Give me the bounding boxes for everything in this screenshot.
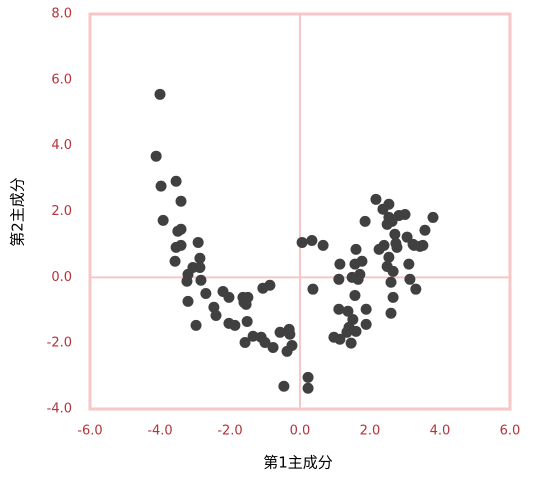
point bbox=[347, 313, 359, 325]
point bbox=[208, 301, 220, 313]
point bbox=[342, 305, 354, 317]
point bbox=[410, 283, 422, 295]
point bbox=[150, 150, 162, 162]
point bbox=[267, 341, 279, 353]
x-tick-label: -2.0 bbox=[217, 424, 242, 439]
point bbox=[259, 337, 271, 349]
point bbox=[192, 236, 204, 248]
point bbox=[359, 215, 371, 227]
point bbox=[194, 252, 206, 264]
point bbox=[210, 310, 222, 322]
y-tick-label: -4.0 bbox=[47, 402, 72, 417]
point bbox=[302, 371, 314, 383]
point bbox=[417, 239, 429, 251]
point bbox=[264, 279, 276, 291]
point bbox=[385, 276, 397, 288]
x-tick-label: -4.0 bbox=[147, 424, 172, 439]
point bbox=[229, 319, 241, 331]
y-axis-title: 第2主成分 bbox=[9, 177, 27, 247]
point bbox=[333, 273, 345, 285]
point bbox=[306, 234, 318, 246]
y-tick-label: 2.0 bbox=[51, 204, 72, 219]
y-tick-label: 0.0 bbox=[51, 270, 72, 285]
point bbox=[169, 255, 181, 267]
point bbox=[155, 180, 167, 192]
point bbox=[408, 239, 420, 251]
point bbox=[383, 198, 395, 210]
y-tick-label: -2.0 bbox=[47, 336, 72, 351]
point bbox=[170, 175, 182, 187]
point bbox=[399, 208, 411, 220]
point bbox=[181, 275, 193, 287]
point bbox=[349, 289, 361, 301]
point bbox=[175, 195, 187, 207]
x-tick-label: 6.0 bbox=[500, 424, 521, 439]
point bbox=[401, 231, 413, 243]
point bbox=[419, 224, 431, 236]
x-axis-title: 第1主成分 bbox=[263, 454, 333, 472]
point bbox=[390, 237, 402, 249]
point bbox=[333, 303, 345, 315]
point bbox=[334, 333, 346, 345]
point bbox=[157, 214, 169, 226]
point bbox=[373, 243, 385, 255]
point bbox=[200, 287, 212, 299]
y-tick-label: 4.0 bbox=[51, 138, 72, 153]
point bbox=[239, 337, 251, 349]
point bbox=[387, 291, 399, 303]
point bbox=[182, 295, 194, 307]
point bbox=[350, 325, 362, 337]
point bbox=[241, 315, 253, 327]
point bbox=[296, 236, 308, 248]
point bbox=[190, 319, 202, 331]
point bbox=[387, 265, 399, 277]
point bbox=[307, 283, 319, 295]
point bbox=[154, 88, 166, 100]
x-tick-label: 2.0 bbox=[360, 424, 381, 439]
point bbox=[247, 330, 259, 342]
point bbox=[278, 380, 290, 392]
point bbox=[370, 193, 382, 205]
point bbox=[175, 223, 187, 235]
point bbox=[360, 303, 372, 315]
point bbox=[389, 228, 401, 240]
point bbox=[360, 318, 372, 330]
point bbox=[284, 328, 296, 340]
point bbox=[341, 326, 353, 338]
x-tick-label: 0.0 bbox=[290, 424, 311, 439]
point bbox=[345, 337, 357, 349]
x-tick-label: -6.0 bbox=[77, 424, 102, 439]
point bbox=[317, 239, 329, 251]
point bbox=[404, 273, 416, 285]
point bbox=[274, 326, 286, 338]
point bbox=[334, 258, 346, 270]
point bbox=[354, 268, 366, 280]
point bbox=[194, 261, 206, 273]
point bbox=[223, 291, 235, 303]
point bbox=[385, 307, 397, 319]
point bbox=[427, 211, 439, 223]
point bbox=[286, 339, 298, 351]
x-tick-label: 4.0 bbox=[430, 424, 451, 439]
y-tick-label: 6.0 bbox=[51, 72, 72, 87]
point bbox=[240, 298, 252, 310]
point bbox=[383, 251, 395, 263]
point bbox=[350, 243, 362, 255]
y-tick-label: 8.0 bbox=[51, 7, 72, 22]
point bbox=[403, 258, 415, 270]
point bbox=[175, 239, 187, 251]
point bbox=[302, 382, 314, 394]
point bbox=[356, 255, 368, 267]
point bbox=[195, 274, 207, 286]
